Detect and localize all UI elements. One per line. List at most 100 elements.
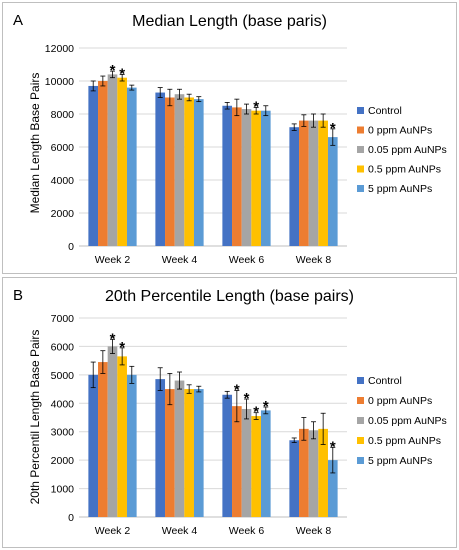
bar bbox=[107, 74, 118, 247]
bar bbox=[126, 374, 137, 517]
legend-entry: Control bbox=[368, 375, 402, 387]
x-tick-label: Week 4 bbox=[162, 254, 198, 266]
legend-swatch bbox=[357, 107, 364, 114]
legend-entry: 5 ppm AuNPs bbox=[368, 455, 432, 467]
legend-swatch bbox=[357, 185, 364, 192]
bar bbox=[107, 346, 118, 517]
y-tick-label: 2000 bbox=[51, 455, 75, 467]
y-tick-label: 2000 bbox=[51, 208, 75, 220]
x-tick-label: Week 2 bbox=[95, 525, 131, 537]
bar bbox=[260, 410, 271, 517]
bar bbox=[251, 416, 261, 517]
y-tick-label: 4000 bbox=[51, 175, 75, 187]
panel-label: A bbox=[13, 12, 24, 29]
x-tick-label: Week 2 bbox=[95, 254, 131, 266]
y-tick-label: 1000 bbox=[51, 484, 75, 496]
bar bbox=[174, 94, 185, 246]
legend-swatch bbox=[357, 397, 364, 404]
significance-star: * bbox=[244, 390, 250, 407]
bar bbox=[251, 110, 261, 246]
bar bbox=[155, 379, 166, 517]
significance-star: * bbox=[253, 404, 259, 421]
legend-swatch bbox=[357, 146, 364, 153]
legend-entry: 0.5 ppm AuNPs bbox=[368, 164, 441, 176]
bar bbox=[289, 440, 300, 517]
bar bbox=[88, 374, 99, 517]
legend-swatch bbox=[357, 377, 364, 384]
x-tick-label: Week 6 bbox=[229, 254, 265, 266]
bar bbox=[299, 428, 309, 517]
bar bbox=[184, 97, 194, 246]
chart-panel-b: B 20th Percentile Length (base pairs) 20… bbox=[2, 277, 457, 548]
bar bbox=[222, 105, 233, 246]
bar bbox=[88, 85, 99, 246]
y-tick-label: 3000 bbox=[51, 427, 75, 439]
bar bbox=[193, 99, 204, 247]
bar bbox=[241, 109, 252, 246]
significance-star: * bbox=[110, 62, 116, 79]
y-tick-label: 12000 bbox=[45, 43, 74, 55]
y-tick-label: 5000 bbox=[51, 370, 75, 382]
significance-star: * bbox=[330, 438, 336, 455]
legend-swatch bbox=[357, 126, 364, 134]
legend-entry: 5 ppm AuNPs bbox=[368, 183, 432, 195]
significance-star: * bbox=[110, 330, 116, 347]
bar bbox=[165, 389, 175, 517]
bar bbox=[222, 394, 233, 517]
legend-swatch bbox=[357, 437, 364, 444]
bar bbox=[98, 81, 108, 246]
bar bbox=[117, 356, 127, 517]
bar bbox=[308, 120, 319, 246]
bar bbox=[117, 77, 127, 246]
y-tick-label: 7000 bbox=[51, 313, 75, 325]
legend-entry: 0 ppm AuNPs bbox=[368, 395, 432, 407]
bar bbox=[174, 380, 185, 517]
y-tick-label: 4000 bbox=[51, 398, 75, 410]
y-tick-label: 10000 bbox=[45, 76, 74, 88]
x-tick-label: Week 6 bbox=[229, 525, 265, 537]
significance-star: * bbox=[234, 381, 240, 398]
y-tick-label: 6000 bbox=[51, 142, 75, 154]
legend-entry: 0.05 ppm AuNPs bbox=[368, 415, 447, 427]
bar bbox=[318, 120, 328, 246]
legend-swatch bbox=[357, 165, 364, 173]
bar bbox=[98, 362, 108, 517]
bar bbox=[289, 127, 300, 246]
bar bbox=[260, 110, 271, 246]
bar bbox=[155, 92, 166, 246]
bar bbox=[241, 408, 252, 517]
bar bbox=[165, 97, 175, 246]
chart-title: Median Length (base paris) bbox=[132, 13, 327, 30]
x-tick-label: Week 4 bbox=[162, 525, 198, 537]
chart-panel-a: A Median Length (base paris) Median Leng… bbox=[2, 2, 457, 274]
y-tick-label: 0 bbox=[68, 241, 74, 253]
panel-label: B bbox=[13, 287, 24, 304]
legend-entry: Control bbox=[368, 105, 402, 117]
significance-star: * bbox=[253, 98, 259, 115]
bar bbox=[232, 107, 242, 247]
bar bbox=[327, 460, 338, 517]
bar bbox=[232, 406, 242, 517]
significance-star: * bbox=[119, 65, 125, 82]
y-tick-label: 0 bbox=[68, 512, 74, 524]
x-tick-label: Week 8 bbox=[296, 254, 332, 266]
bar bbox=[299, 120, 309, 246]
legend-entry: 0.5 ppm AuNPs bbox=[368, 435, 441, 447]
bar bbox=[318, 428, 328, 517]
legend-swatch bbox=[357, 417, 364, 424]
y-tick-label: 8000 bbox=[51, 109, 75, 121]
significance-star: * bbox=[330, 120, 336, 137]
bar bbox=[184, 389, 194, 517]
legend-swatch bbox=[357, 457, 364, 464]
bar bbox=[327, 137, 338, 246]
significance-star: * bbox=[263, 398, 269, 415]
chart-title: 20th Percentile Length (base pairs) bbox=[104, 288, 355, 305]
legend-entry: 0 ppm AuNPs bbox=[368, 125, 432, 137]
significance-star: * bbox=[119, 339, 125, 356]
bar bbox=[126, 87, 137, 246]
legend-entry: 0.05 ppm AuNPs bbox=[368, 144, 447, 156]
y-tick-label: 6000 bbox=[51, 341, 75, 353]
bar bbox=[308, 430, 319, 517]
x-tick-label: Week 8 bbox=[296, 525, 332, 537]
